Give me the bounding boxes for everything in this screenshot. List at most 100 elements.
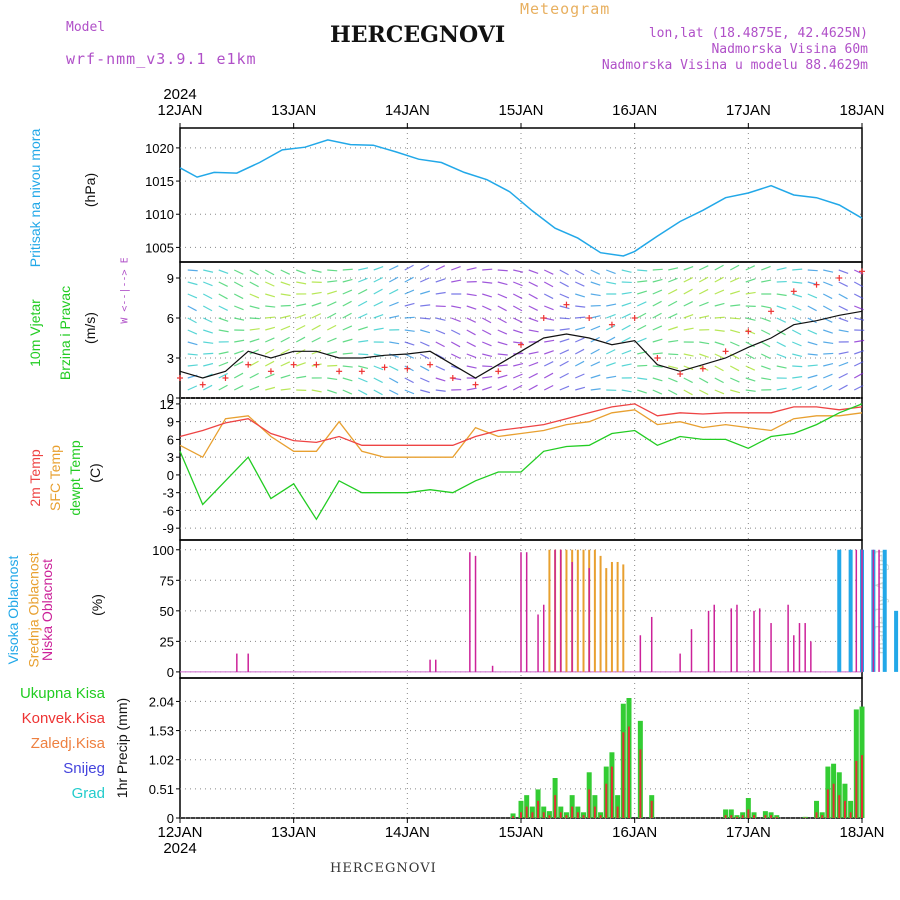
wind-arrow [327, 389, 337, 394]
wind-arrow [233, 384, 244, 391]
cloud-ytick-label: 25 [160, 634, 174, 649]
wind-arrow [807, 329, 818, 335]
temp-ytick-label: 3 [167, 450, 174, 465]
cloud-bar-low [429, 659, 431, 672]
wind-arrow [621, 269, 632, 273]
wind-arrow [466, 329, 476, 336]
legend-freezing-rain: Zaledj.Kisa [30, 735, 105, 752]
wind-arrow [265, 326, 276, 331]
wind-arrow [512, 305, 523, 312]
wind-arrow [637, 364, 648, 367]
wind-arrow [450, 329, 461, 336]
wind-arrow [373, 288, 383, 295]
cloud-bar-high [848, 549, 853, 672]
wind-arrow [667, 288, 678, 295]
wind-arrow [652, 352, 663, 355]
wind-arrow [590, 361, 601, 367]
wind-arrow [621, 302, 632, 307]
wind-arrow [528, 372, 538, 379]
wind-arrow [575, 293, 585, 298]
wind-arrow [838, 351, 849, 355]
wind-arrow [296, 362, 306, 367]
wind-arrow [590, 374, 601, 379]
wind-arrow [760, 341, 771, 348]
wind-arrow [760, 353, 771, 359]
wind-arrow [435, 389, 446, 392]
wind-arrow [652, 338, 663, 343]
wind-arrow [822, 305, 833, 312]
wind-arrow [698, 265, 709, 271]
wind-gust-markers [177, 268, 865, 388]
precip-bar-total [510, 813, 516, 818]
cloud-bar-low [560, 549, 562, 672]
wind-arrow [249, 293, 260, 299]
wind-arrow [652, 365, 663, 368]
cloud-bar-low [810, 641, 812, 672]
wind-arrow [792, 365, 803, 368]
wind-arrow [761, 265, 771, 271]
cloud-bar-low [650, 616, 653, 672]
wind-arrow [792, 376, 803, 379]
temp-ytick-label: -6 [162, 503, 174, 518]
x-tick-label-top: 17JAN [726, 102, 771, 119]
wind-arrow [265, 373, 275, 379]
wind-arrow [668, 277, 678, 283]
wind-arrow [203, 281, 213, 287]
temp-ytick-label: 0 [167, 468, 174, 483]
wind-arrow [482, 353, 493, 357]
precip-bar-total [751, 812, 757, 818]
wind-arrow [605, 324, 616, 331]
wind-arrow [203, 329, 213, 334]
wind-arrow [202, 305, 213, 312]
wind-arrow [187, 353, 198, 356]
precip-bar-total [546, 811, 552, 818]
precip-bar-convective [815, 812, 818, 818]
precip-bar-total [581, 812, 587, 818]
precip-bar-convective [843, 800, 846, 818]
wind-arrow [327, 280, 338, 283]
wind-arrow [730, 317, 741, 320]
cloud-ytick-label: 0 [167, 665, 174, 680]
precip-bar-total [848, 800, 854, 818]
wind-arrow [187, 364, 198, 367]
wind-arrow [187, 341, 198, 346]
wind-arrow [404, 316, 415, 319]
wind-arrow [838, 305, 848, 311]
wind-arrow [218, 372, 228, 379]
cloud-bar-low [753, 610, 755, 672]
temp-ytick-label: 6 [167, 432, 174, 447]
wind-ytick-label: 6 [167, 311, 174, 326]
wind-arrow [482, 305, 492, 311]
wind-arrow [234, 305, 244, 311]
wind-arrow [528, 329, 539, 333]
wind-arrow [637, 337, 647, 343]
wind-arrow [466, 293, 477, 297]
wind-arrow [419, 365, 430, 372]
x-tick-label-top: 13JAN [271, 102, 316, 119]
wind-arrow [698, 276, 709, 283]
wind-arrow [838, 293, 848, 300]
model-elevation-label: Nadmorska Visina u modelu 88.4629m [601, 58, 868, 73]
wind-arrow [761, 279, 772, 283]
wind-arrow [792, 353, 803, 358]
wind-arrow [327, 290, 337, 295]
wind-arrow [404, 329, 415, 332]
wind-arrow [466, 267, 477, 271]
wind-arrow [559, 317, 570, 320]
wind-arrow [714, 389, 725, 395]
wind-arrow [342, 389, 353, 395]
x-tick-label-bottom: 13JAN [271, 824, 316, 841]
wind-arrow [543, 361, 554, 367]
wind-arrow [714, 276, 724, 283]
wind-arrow [807, 305, 817, 312]
wind-arrow [559, 269, 569, 276]
wind-arrow [559, 281, 569, 288]
temp-ytick-label: -3 [162, 486, 174, 501]
precip-bar-convective [832, 783, 835, 818]
temp-ytick-label: -9 [162, 521, 174, 536]
cloud-bar-low [690, 629, 693, 672]
wind-arrow [388, 276, 399, 283]
cloud-bar-mid [582, 549, 585, 672]
wind-arrow [838, 361, 849, 367]
